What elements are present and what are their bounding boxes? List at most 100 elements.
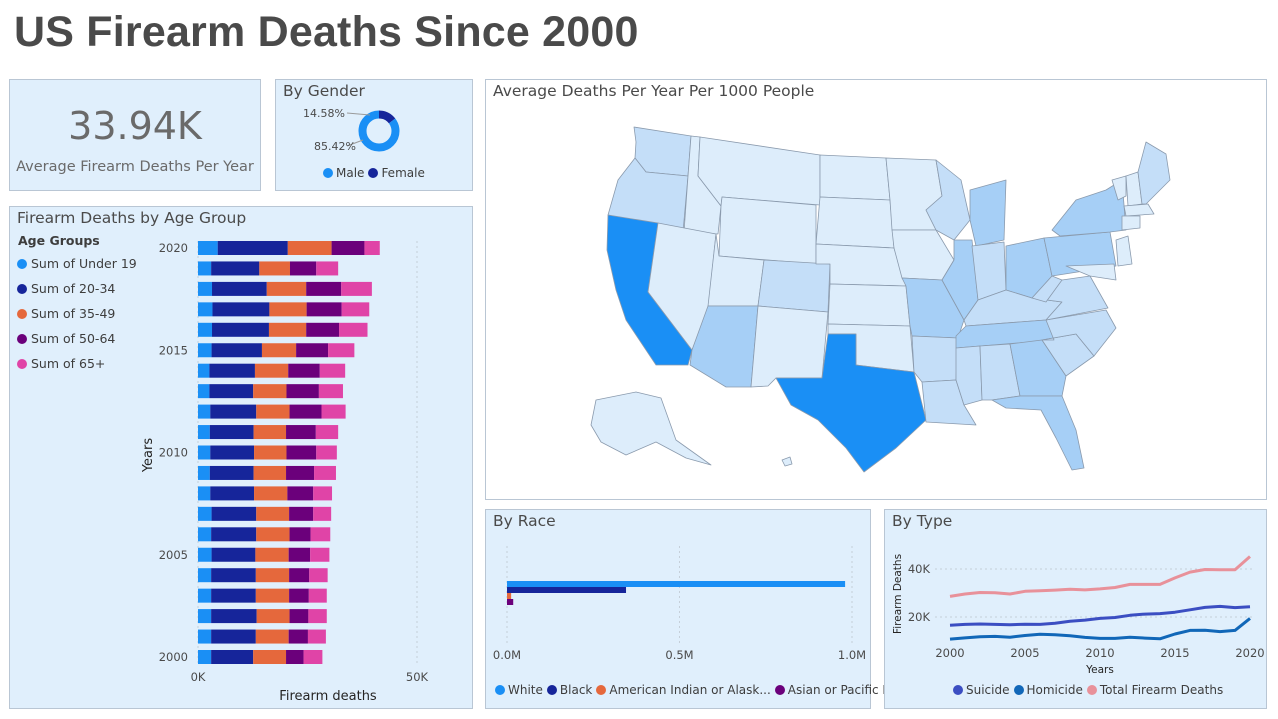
bar-segment [341,302,370,317]
bar-segment [209,384,254,399]
race-card[interactable]: By Race 0.0M 0.5M 1.0M White Black America… [485,509,904,709]
legend-item-american-indian[interactable]: American Indian or Alask... [596,683,771,697]
legend-swatch [323,168,333,178]
legend-item-homicide[interactable]: Homicide [1013,683,1083,697]
bar-black [507,587,627,593]
state-colorado [757,259,831,313]
legend-item-35-49[interactable]: Sum of 35-49 [17,305,137,322]
state-vermont [1111,175,1127,201]
bar-segment [198,404,211,419]
bar-segment [288,629,308,644]
type-card[interactable]: By Type 20K 40K 2000 2005 2010 2015 2020 Years F… [884,509,1267,709]
gender-card-title: By Gender [283,82,365,100]
legend-item-65-plus[interactable]: Sum of 65+ [17,355,137,372]
legend-item-white[interactable]: White [495,683,543,697]
bar-segment [286,445,317,460]
x-tick-label: 1.0M [838,648,866,662]
state-indiana [971,241,1007,301]
bar-segment [198,527,212,542]
legend-swatch [546,685,557,695]
x-tick-label: 2005 [1010,646,1039,660]
legend-item-asian-pacific[interactable]: Asian or Pacific Is... [774,683,904,697]
bar-segment [321,404,346,419]
age-group-card[interactable]: Firearm Deaths by Age Group Age Groups S… [9,206,473,709]
legend-label: Female [381,166,425,180]
legend-item-50-64[interactable]: Sum of 50-64 [17,330,137,347]
legend-label: Sum of 35-49 [31,306,116,321]
x-tick-label: 2010 [1085,646,1114,660]
x-axis-label: Years [1085,664,1114,676]
x-tick-label: 0.5M [665,648,693,662]
y-tick-label: 2020 [159,241,188,255]
state-new-jersey [1115,235,1133,267]
bar-segment [198,547,212,562]
type-line-chart: 20K 40K 2000 2005 2010 2015 2020 Years Firearm D… [892,554,1265,676]
bar-segment [211,547,256,562]
legend-item-male[interactable]: Male [323,166,364,180]
gender-card[interactable]: By Gender 14.58% 85.42% Male Female [275,79,473,191]
legend-item-black[interactable]: Black [546,683,593,697]
bar-segment [289,527,311,542]
state-maryland [1065,263,1117,281]
legend-label: Sum of 65+ [31,356,106,371]
data-label-female: 14.58% [303,107,345,120]
bar-segment [256,527,290,542]
legend-label: Homicide [1026,683,1083,697]
x-axis-label: Firearm deaths [279,689,377,704]
legend-item-suicide[interactable]: Suicide [953,683,1010,697]
bar-segment [210,445,255,460]
line-homicide [949,617,1251,641]
kpi-card[interactable]: 33.94K Average Firearm Deaths Per Year [9,79,261,191]
bar-asian-pacific [507,599,514,605]
line-suicide [949,604,1251,627]
x-tick-label: 2020 [1235,646,1264,660]
bar-segment [287,241,332,255]
age-card-title: Firearm Deaths by Age Group [17,209,247,227]
bar-segment [255,568,290,583]
bar-segment [313,486,333,501]
legend-label: Total Firearm Deaths [1099,683,1224,697]
legend-item-total[interactable]: Total Firearm Deaths [1086,683,1224,697]
race-card-title: By Race [493,512,556,530]
bar-segment [211,568,256,583]
legend-label: Black [559,683,593,697]
type-card-title: By Type [892,512,953,530]
bar-segment [289,609,309,624]
bar-segment [217,241,288,255]
race-bar-chart: 0.0M 0.5M 1.0M [493,546,866,662]
legend-swatch [17,358,27,369]
bar-segment [289,568,310,583]
bar-segment [253,425,287,440]
legend-item-20-34[interactable]: Sum of 20-34 [17,280,137,297]
state-mississippi [955,345,983,406]
legend-item-female[interactable]: Female [368,166,425,180]
bar-segment [309,568,328,583]
bar-segment [261,343,297,358]
bar-segment [255,629,289,644]
legend-item-under-19[interactable]: Sum of Under 19 [17,255,137,272]
bar-segment [256,506,290,521]
bar-segment [198,506,212,521]
bar-segment [308,609,327,624]
legend-label: American Indian or Alask... [609,683,771,697]
x-tick-label: 0K [191,670,206,684]
bar-segment [316,445,337,460]
bar-segment [211,261,260,276]
bar-segment [306,322,340,337]
state-kansas [827,283,911,327]
line-total-firearm-deaths [949,555,1251,598]
map-card[interactable]: Average Deaths Per Year Per 1000 People [485,79,1267,500]
dashboard-title: US Firearm Deaths Since 2000 [14,8,639,56]
legend-swatch [368,168,379,178]
bar-segment [289,261,317,276]
data-label-male: 85.42% [314,140,356,153]
state-florida [991,395,1085,471]
legend-label: Male [336,166,365,180]
bar-segment [313,506,332,521]
us-choropleth-map[interactable] [486,80,1268,501]
state-new-mexico [750,305,829,388]
state-montana [697,136,821,207]
age-legend-title: Age Groups [18,233,100,248]
bar-segment [289,506,314,521]
state-maine [1137,141,1171,205]
